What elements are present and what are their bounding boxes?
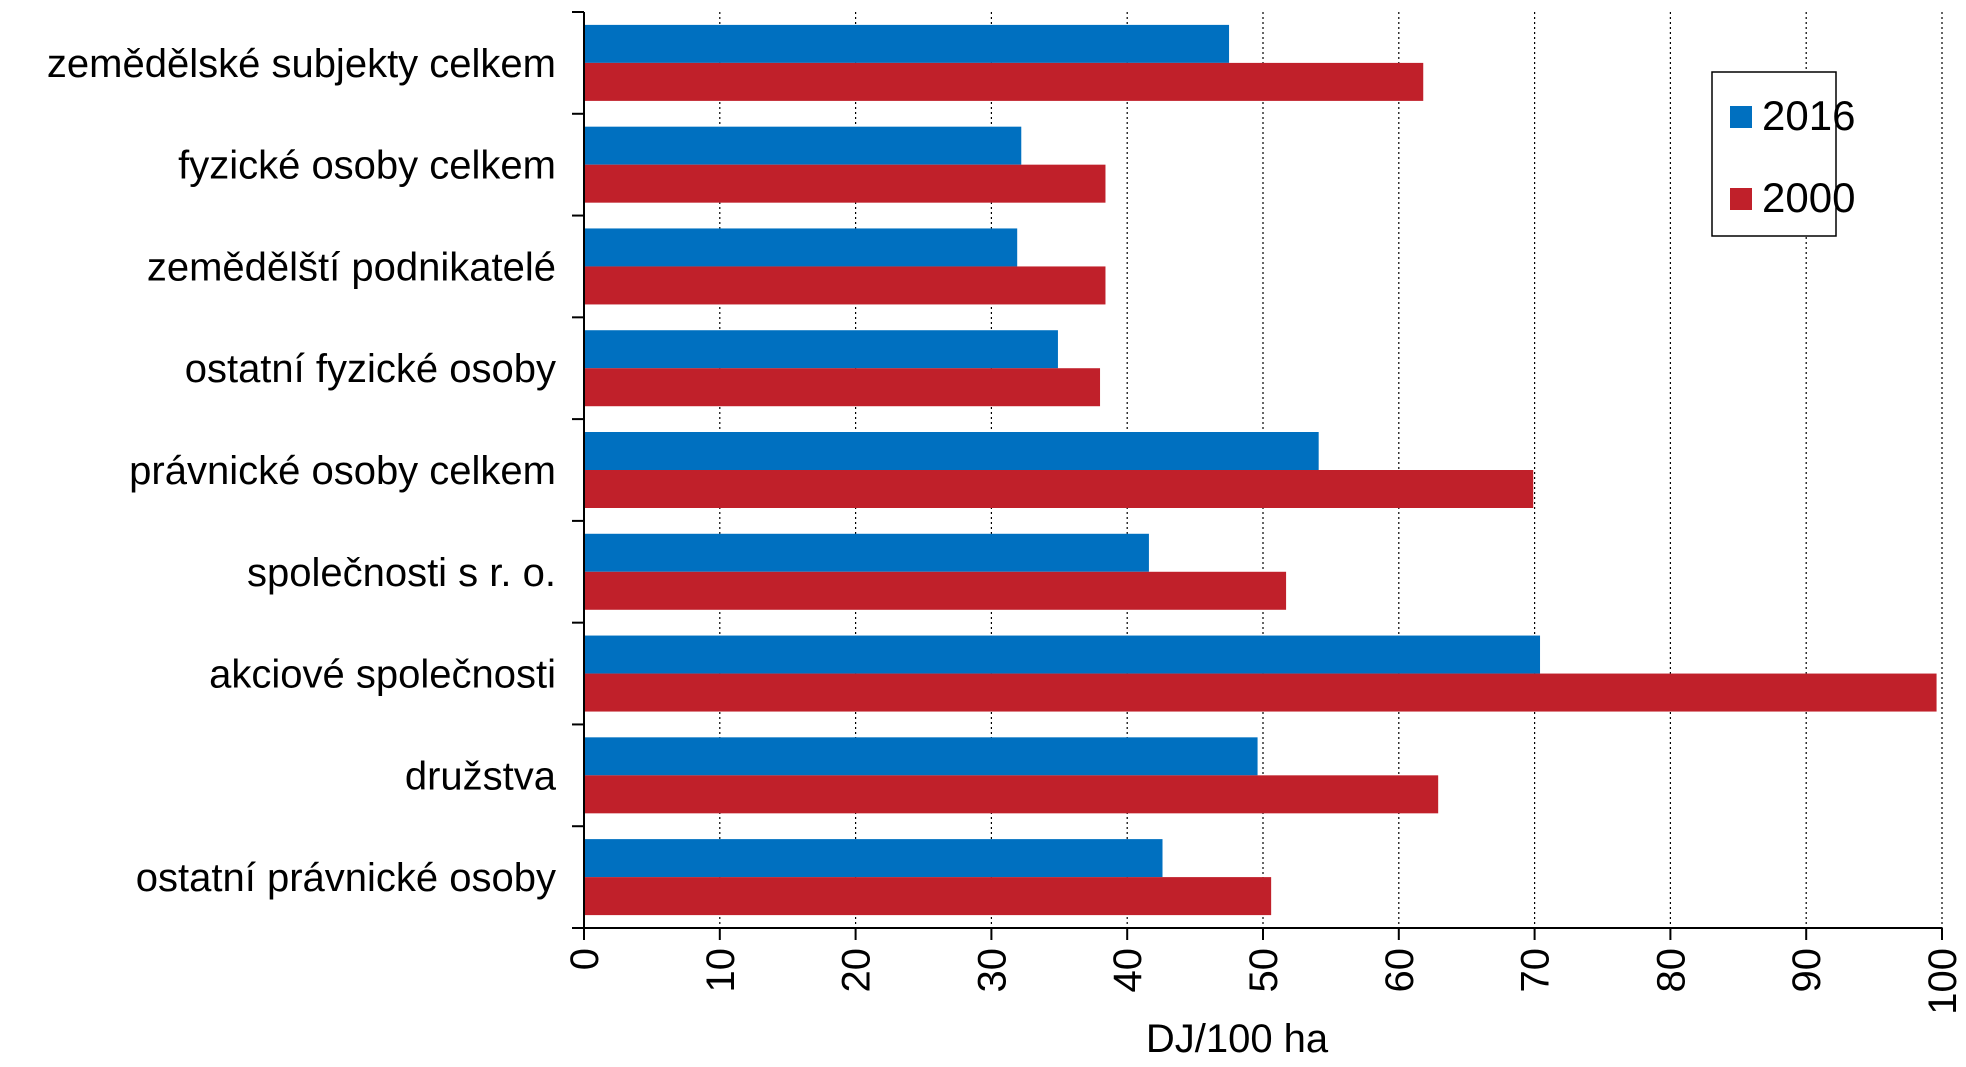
x-tick-labels: 0 10 20 30 40 50 60 70 80 90 100 <box>563 948 1965 1015</box>
category-label: společnosti s r. o. <box>247 551 556 595</box>
x-tick-label: 20 <box>835 948 879 993</box>
x-tick-label: 70 <box>1514 948 1558 993</box>
x-tick-label: 90 <box>1785 948 1829 993</box>
category-label: zemědělské subjekty celkem <box>47 42 556 86</box>
legend-swatch-2016 <box>1730 106 1752 128</box>
category-label: ostatní fyzické osoby <box>185 347 556 391</box>
category-label: ostatní právnické osoby <box>136 856 556 900</box>
bar-2000 <box>584 266 1106 305</box>
bar-2016 <box>584 126 1022 165</box>
axes <box>572 11 1943 940</box>
bar-2000 <box>584 470 1534 508</box>
x-tick-label: 10 <box>699 948 743 993</box>
category-label: fyzické osoby celkem <box>178 144 556 188</box>
bar-2016 <box>584 635 1541 674</box>
x-tick-label: 40 <box>1106 948 1150 993</box>
legend-label-2016: 2016 <box>1762 92 1855 139</box>
bar-2016 <box>584 330 1058 369</box>
bars <box>584 24 1937 916</box>
x-tick-label: 60 <box>1378 948 1422 993</box>
bar-2016 <box>584 737 1258 776</box>
legend: 2016 2000 <box>1711 71 1855 237</box>
x-tick-label: 50 <box>1242 948 1286 993</box>
x-tick-label: 30 <box>970 948 1014 993</box>
category-label: zemědělští podnikatelé <box>147 245 556 289</box>
bar-2000 <box>584 673 1937 712</box>
legend-swatch-2000 <box>1730 188 1752 210</box>
bar-2016 <box>584 228 1018 267</box>
category-labels: zemědělské subjekty celkem fyzické osoby … <box>47 42 557 900</box>
bar-2016 <box>584 839 1163 878</box>
category-label: družstva <box>405 754 557 798</box>
category-label: právnické osoby celkem <box>129 449 556 493</box>
x-tick-label: 100 <box>1921 948 1965 1015</box>
bar-2000 <box>584 571 1287 610</box>
category-label: akciové společnosti <box>209 653 556 697</box>
bar-2000 <box>584 877 1272 916</box>
bar-2016 <box>584 24 1230 63</box>
x-tick-label: 80 <box>1649 948 1693 993</box>
legend-label-2000: 2000 <box>1762 174 1855 221</box>
bar-2000 <box>584 368 1101 407</box>
x-axis-title: DJ/100 ha <box>1146 1017 1329 1061</box>
bar-2000 <box>584 164 1106 203</box>
bar-2016 <box>584 533 1149 572</box>
bar-2000 <box>584 775 1439 814</box>
bar-2016 <box>584 432 1319 470</box>
bar-2000 <box>584 62 1424 101</box>
x-tick-label: 0 <box>563 948 607 970</box>
